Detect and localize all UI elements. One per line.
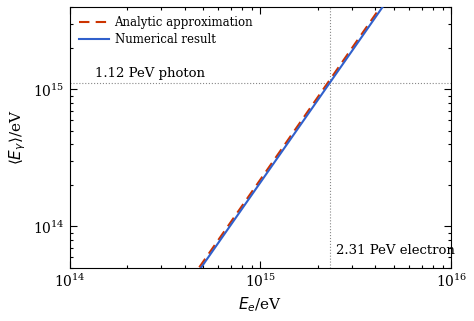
Numerical result — [344, 57, 349, 61]
Analytic approximation — [306, 108, 311, 112]
Text: 1.12 PeV photon: 1.12 PeV photon — [94, 67, 205, 80]
X-axis label: $E_e$/eV: $E_e$/eV — [238, 295, 283, 314]
Y-axis label: $\langle E_\gamma \rangle$/eV: $\langle E_\gamma \rangle$/eV — [7, 109, 27, 165]
Legend: Analytic approximation, Numerical result: Analytic approximation, Numerical result — [75, 13, 257, 49]
Line: Analytic approximation: Analytic approximation — [106, 0, 450, 321]
Analytic approximation — [164, 312, 170, 316]
Analytic approximation — [191, 273, 197, 276]
Line: Numerical result: Numerical result — [139, 0, 450, 321]
Text: 2.31 PeV electron: 2.31 PeV electron — [337, 244, 456, 257]
Numerical result — [216, 240, 221, 244]
Analytic approximation — [333, 70, 338, 74]
Analytic approximation — [259, 176, 264, 180]
Numerical result — [276, 153, 282, 157]
Numerical result — [370, 19, 376, 23]
Numerical result — [191, 276, 197, 280]
Numerical result — [319, 92, 325, 96]
Analytic approximation — [362, 28, 367, 32]
